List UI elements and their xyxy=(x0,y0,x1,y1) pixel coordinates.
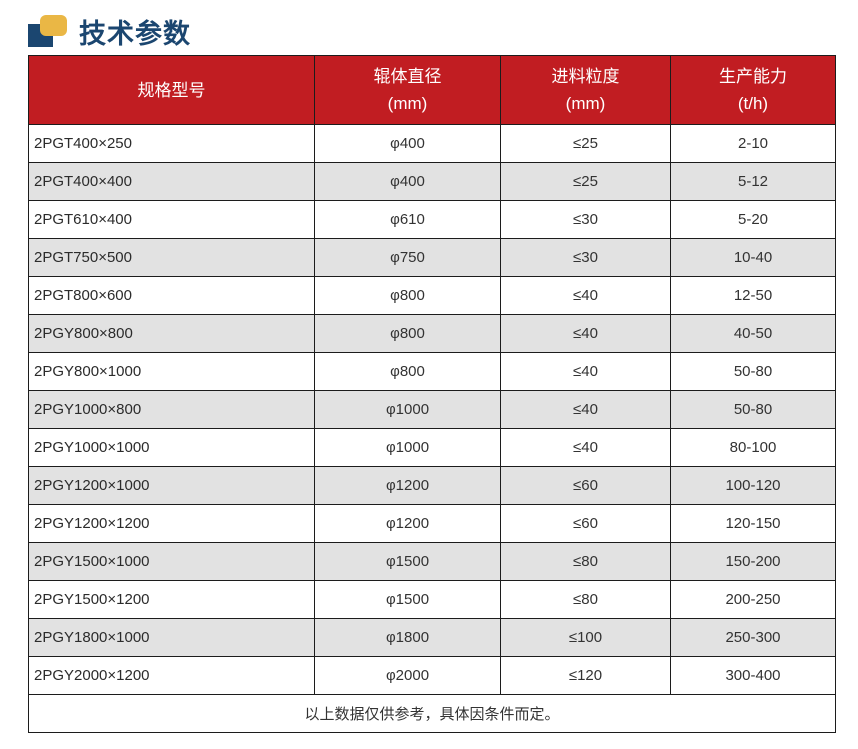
capacity-cell: 12-50 xyxy=(670,276,836,315)
table-row: 2PGY1200×1000 φ1200 ≤60 100-120 xyxy=(28,466,836,505)
capacity-cell: 10-40 xyxy=(670,238,836,277)
feed-size-cell: ≤100 xyxy=(500,618,671,657)
diameter-cell: φ800 xyxy=(314,276,501,315)
diameter-cell: φ400 xyxy=(314,124,501,163)
col-header-capacity: 生产能力 (t/h) xyxy=(670,55,836,125)
model-cell: 2PGT400×400 xyxy=(28,162,315,201)
feed-size-cell: ≤40 xyxy=(500,428,671,467)
diameter-cell: φ800 xyxy=(314,314,501,353)
feed-size-cell: ≤25 xyxy=(500,162,671,201)
col-header-feed-size-unit: (mm) xyxy=(565,94,606,113)
capacity-cell: 300-400 xyxy=(670,656,836,695)
feed-size-cell: ≤25 xyxy=(500,124,671,163)
feed-size-cell: ≤40 xyxy=(500,390,671,429)
capacity-cell: 2-10 xyxy=(670,124,836,163)
table-row: 2PGT750×500 φ750 ≤30 10-40 xyxy=(28,238,836,277)
capacity-cell: 50-80 xyxy=(670,352,836,391)
model-cell: 2PGY1000×800 xyxy=(28,390,315,429)
page-title: 技术参数 xyxy=(79,18,191,49)
model-cell: 2PGY1500×1000 xyxy=(28,542,315,581)
table-row: 2PGY800×1000 φ800 ≤40 50-80 xyxy=(28,352,836,391)
capacity-cell: 5-12 xyxy=(670,162,836,201)
table-body: 2PGT400×250 φ400 ≤25 2-10 2PGT400×400 φ400 ≤25… xyxy=(28,124,836,695)
diameter-cell: φ1500 xyxy=(314,542,501,581)
diameter-cell: φ610 xyxy=(314,200,501,239)
diameter-cell: φ1200 xyxy=(314,466,501,505)
model-cell: 2PGT400×250 xyxy=(28,124,315,163)
diameter-cell: φ1800 xyxy=(314,618,501,657)
capacity-cell: 250-300 xyxy=(670,618,836,657)
feed-size-cell: ≤60 xyxy=(500,466,671,505)
capacity-cell: 150-200 xyxy=(670,542,836,581)
table-row: 2PGT610×400 φ610 ≤30 5-20 xyxy=(28,200,836,239)
diameter-cell: φ2000 xyxy=(314,656,501,695)
model-cell: 2PGT610×400 xyxy=(28,200,315,239)
feed-size-cell: ≤80 xyxy=(500,580,671,619)
diameter-cell: φ750 xyxy=(314,238,501,277)
table-row: 2PGY800×800 φ800 ≤40 40-50 xyxy=(28,314,836,353)
feed-size-cell: ≤40 xyxy=(500,276,671,315)
capacity-cell: 50-80 xyxy=(670,390,836,429)
diameter-cell: φ800 xyxy=(314,352,501,391)
diameter-cell: φ1200 xyxy=(314,504,501,543)
col-header-capacity-label: 生产能力 xyxy=(719,67,787,86)
col-header-capacity-unit: (t/h) xyxy=(737,94,769,113)
col-header-diameter-unit: (mm) xyxy=(387,94,428,113)
table-row: 2PGT800×600 φ800 ≤40 12-50 xyxy=(28,276,836,315)
table-row: 2PGY1500×1200 φ1500 ≤80 200-250 xyxy=(28,580,836,619)
model-cell: 2PGY2000×1200 xyxy=(28,656,315,695)
col-header-feed-size: 进料粒度 (mm) xyxy=(500,55,671,125)
section-header: 技术参数 xyxy=(28,13,858,49)
feed-size-cell: ≤120 xyxy=(500,656,671,695)
model-cell: 2PGY1200×1200 xyxy=(28,504,315,543)
model-cell: 2PGY1800×1000 xyxy=(28,618,315,657)
feed-size-cell: ≤40 xyxy=(500,314,671,353)
diameter-cell: φ400 xyxy=(314,162,501,201)
overlapping-squares-icon xyxy=(28,14,67,48)
table-row: 2PGY1800×1000 φ1800 ≤100 250-300 xyxy=(28,618,836,657)
diameter-cell: φ1500 xyxy=(314,580,501,619)
col-header-diameter: 辊体直径 (mm) xyxy=(314,55,501,125)
feed-size-cell: ≤80 xyxy=(500,542,671,581)
model-cell: 2PGY800×1000 xyxy=(28,352,315,391)
feed-size-cell: ≤60 xyxy=(500,504,671,543)
table-row: 2PGY1500×1000 φ1500 ≤80 150-200 xyxy=(28,542,836,581)
model-cell: 2PGT750×500 xyxy=(28,238,315,277)
table-row: 2PGY1000×1000 φ1000 ≤40 80-100 xyxy=(28,428,836,467)
table-row: 2PGT400×250 φ400 ≤25 2-10 xyxy=(28,124,836,163)
capacity-cell: 100-120 xyxy=(670,466,836,505)
spec-table: 规格型号 辊体直径 (mm) 进料粒度 (mm) 生产能力 (t/h) 2PGT… xyxy=(28,55,836,733)
model-cell: 2PGY1500×1200 xyxy=(28,580,315,619)
table-row: 2PGY1000×800 φ1000 ≤40 50-80 xyxy=(28,390,836,429)
footnote-row: 以上数据仅供参考，具体因条件而定。 xyxy=(28,694,836,733)
capacity-cell: 80-100 xyxy=(670,428,836,467)
table-footnote: 以上数据仅供参考，具体因条件而定。 xyxy=(28,694,836,733)
model-cell: 2PGY1000×1000 xyxy=(28,428,315,467)
table-row: 2PGT400×400 φ400 ≤25 5-12 xyxy=(28,162,836,201)
capacity-cell: 5-20 xyxy=(670,200,836,239)
model-cell: 2PGT800×600 xyxy=(28,276,315,315)
col-header-feed-size-label: 进料粒度 xyxy=(551,67,620,86)
feed-size-cell: ≤40 xyxy=(500,352,671,391)
table-row: 2PGY1200×1200 φ1200 ≤60 120-150 xyxy=(28,504,836,543)
page: 技术参数 规格型号 辊体直径 (mm) 进料粒度 (mm) xyxy=(0,13,858,749)
capacity-cell: 200-250 xyxy=(670,580,836,619)
col-header-model-label: 规格型号 xyxy=(137,80,206,100)
diameter-cell: φ1000 xyxy=(314,390,501,429)
col-header-diameter-label: 辊体直径 xyxy=(373,67,442,86)
feed-size-cell: ≤30 xyxy=(500,238,671,277)
col-header-model: 规格型号 xyxy=(28,55,315,125)
icon-gold-square xyxy=(40,14,67,36)
model-cell: 2PGY1200×1000 xyxy=(28,466,315,505)
model-cell: 2PGY800×800 xyxy=(28,314,315,353)
capacity-cell: 120-150 xyxy=(670,504,836,543)
capacity-cell: 40-50 xyxy=(670,314,836,353)
header-row: 规格型号 辊体直径 (mm) 进料粒度 (mm) 生产能力 (t/h) xyxy=(28,55,836,125)
feed-size-cell: ≤30 xyxy=(500,200,671,239)
table-row: 2PGY2000×1200 φ2000 ≤120 300-400 xyxy=(28,656,836,695)
diameter-cell: φ1000 xyxy=(314,428,501,467)
